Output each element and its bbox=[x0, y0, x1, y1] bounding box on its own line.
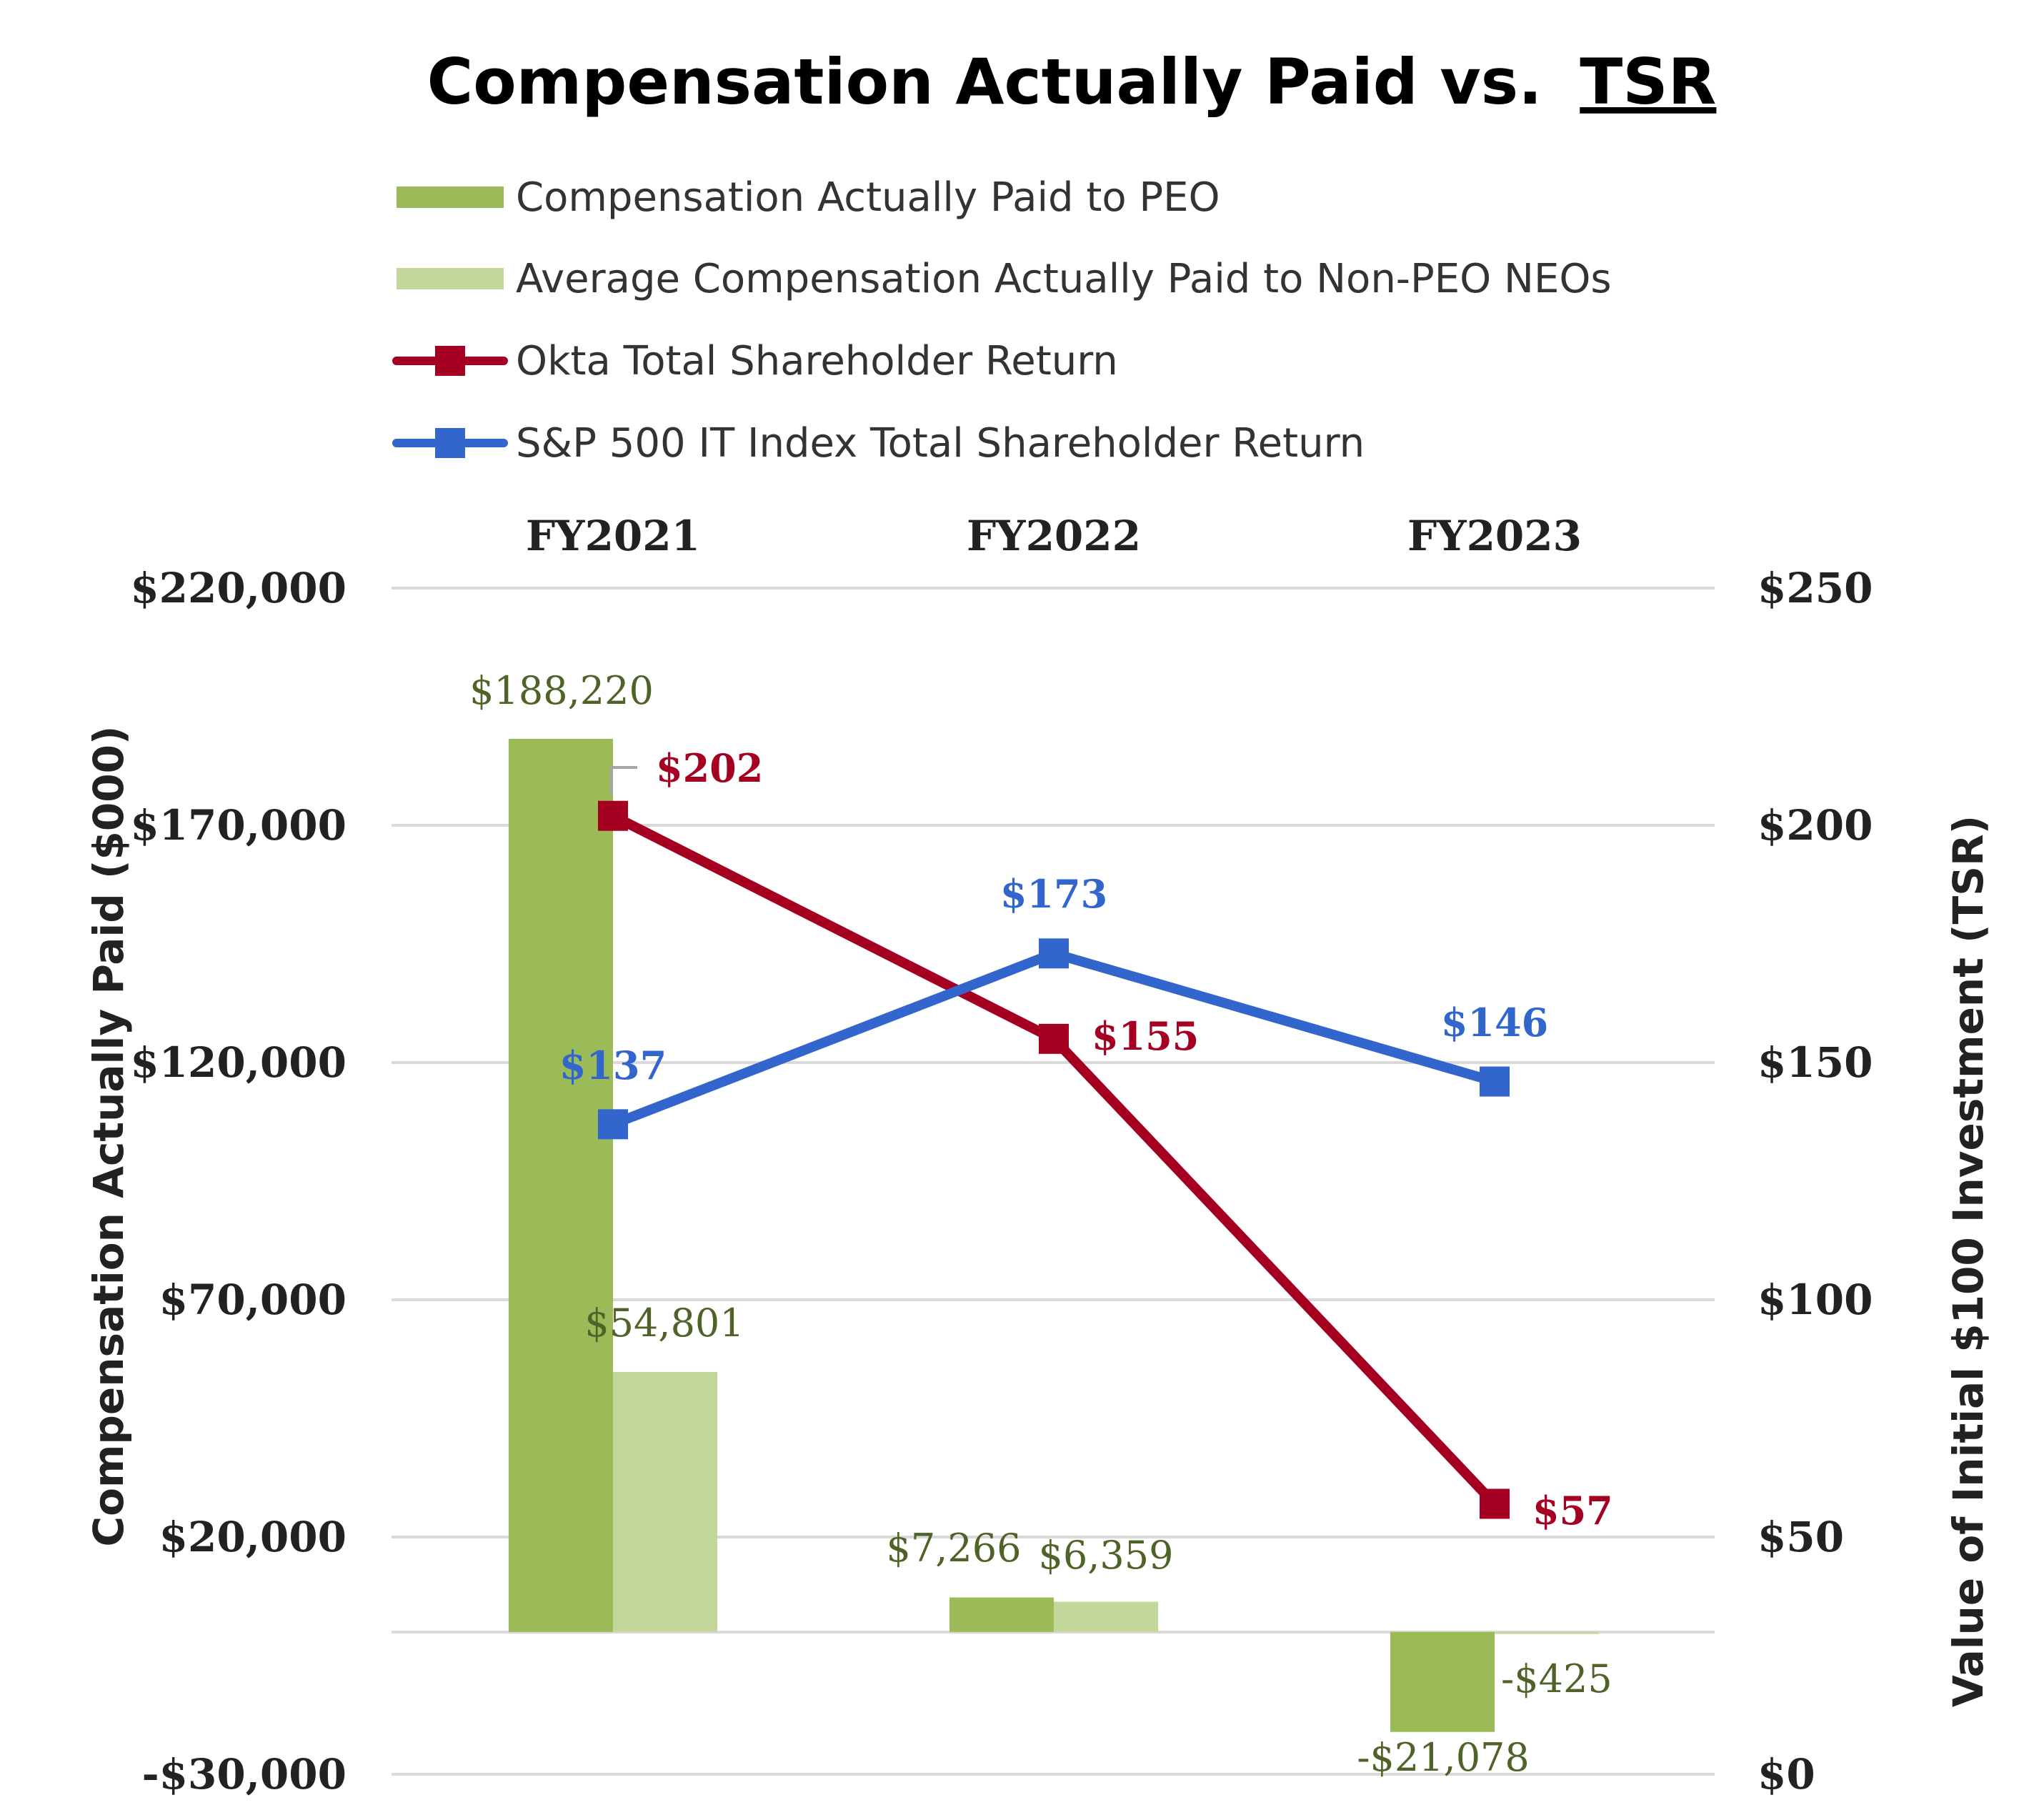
legend-label-sp500: S&P 500 IT Index Total Shareholder Retur… bbox=[516, 420, 1365, 467]
right-tick-label: $200 bbox=[1758, 801, 1873, 850]
line-okta bbox=[610, 811, 1499, 1508]
marker-okta bbox=[1039, 1023, 1069, 1054]
legend-label-okta: Okta Total Shareholder Return bbox=[516, 338, 1118, 384]
right-tick-label: $150 bbox=[1758, 1038, 1873, 1087]
bar-data-label: $54,801 bbox=[584, 1301, 744, 1346]
leader-line bbox=[610, 766, 637, 795]
line-data-label: $155 bbox=[1092, 1013, 1199, 1059]
legend-swatch-neo bbox=[397, 268, 504, 289]
marker-sp500 bbox=[1480, 1066, 1510, 1097]
bar-data-label: $7,266 bbox=[887, 1526, 1022, 1571]
category-labels: FY2021 FY2022 FY2023 bbox=[526, 512, 1582, 560]
category-label-fy2021: FY2021 bbox=[526, 512, 700, 560]
left-axis-title: Compensation Actually Paid ($000) bbox=[84, 726, 133, 1547]
category-label-fy2022: FY2022 bbox=[967, 512, 1141, 560]
marker-okta bbox=[1480, 1488, 1510, 1519]
chart-title-underlined: TSR bbox=[1580, 45, 1716, 119]
marker-sp500 bbox=[598, 1109, 628, 1140]
right-axis-ticks: $250 $200 $150 $100 $50 $0 bbox=[1758, 564, 1873, 1799]
marker-okta bbox=[598, 800, 628, 831]
marker-sp500 bbox=[1039, 938, 1069, 969]
line-data-label: $146 bbox=[1441, 1000, 1548, 1045]
data-labels: $188,220 $54,801 $7,266 $6,359 -$21,078 -$425… bbox=[469, 668, 1613, 1780]
legend-label-peo: Compensation Actually Paid to PEO bbox=[516, 174, 1220, 221]
line-series bbox=[598, 800, 1510, 1519]
left-tick-label: $220,000 bbox=[130, 564, 347, 612]
left-tick-label: $120,000 bbox=[130, 1038, 347, 1087]
bar-data-label: $188,220 bbox=[469, 668, 654, 713]
legend-marker-okta bbox=[435, 346, 465, 376]
bar-peo bbox=[1390, 1631, 1495, 1732]
line-data-label: $202 bbox=[656, 745, 763, 791]
right-axis-title: Value of Initial $100 Investment (TSR) bbox=[1944, 815, 1993, 1707]
legend-swatch-peo bbox=[397, 187, 504, 208]
bar-neo bbox=[1495, 1631, 1599, 1634]
chart-title: Compensation Actually Paid vs. TSR bbox=[427, 45, 1717, 119]
right-tick-label: $100 bbox=[1758, 1276, 1873, 1324]
left-axis-ticks: $220,000 $170,000 $120,000 $70,000 $20,0… bbox=[130, 564, 347, 1799]
bar-peo bbox=[949, 1597, 1054, 1632]
bar-neo bbox=[1054, 1601, 1158, 1632]
legend: Compensation Actually Paid to PEO Averag… bbox=[392, 174, 1612, 467]
right-tick-label: $250 bbox=[1758, 564, 1873, 612]
chart-title-main: Compensation Actually Paid vs. bbox=[427, 45, 1542, 119]
bar-data-label: $6,359 bbox=[1039, 1533, 1174, 1578]
right-tick-label: $50 bbox=[1758, 1513, 1844, 1561]
bar-data-label: -$21,078 bbox=[1357, 1735, 1530, 1780]
left-tick-label: $170,000 bbox=[130, 801, 347, 850]
line-data-label: $137 bbox=[559, 1043, 667, 1088]
bar-data-label: -$425 bbox=[1501, 1656, 1612, 1701]
line-data-label: $173 bbox=[1000, 871, 1107, 917]
bar-series bbox=[509, 739, 1599, 1732]
bar-neo bbox=[613, 1371, 717, 1632]
bar-peo bbox=[509, 739, 613, 1632]
legend-marker-sp500 bbox=[435, 428, 465, 458]
category-label-fy2023: FY2023 bbox=[1407, 512, 1582, 560]
left-tick-label: $20,000 bbox=[159, 1513, 347, 1561]
legend-label-neo: Average Compensation Actually Paid to No… bbox=[516, 256, 1612, 302]
line-data-label: $57 bbox=[1532, 1488, 1613, 1533]
left-tick-label: $70,000 bbox=[159, 1276, 347, 1324]
right-tick-label: $0 bbox=[1758, 1750, 1815, 1799]
left-tick-label: -$30,000 bbox=[142, 1750, 347, 1799]
